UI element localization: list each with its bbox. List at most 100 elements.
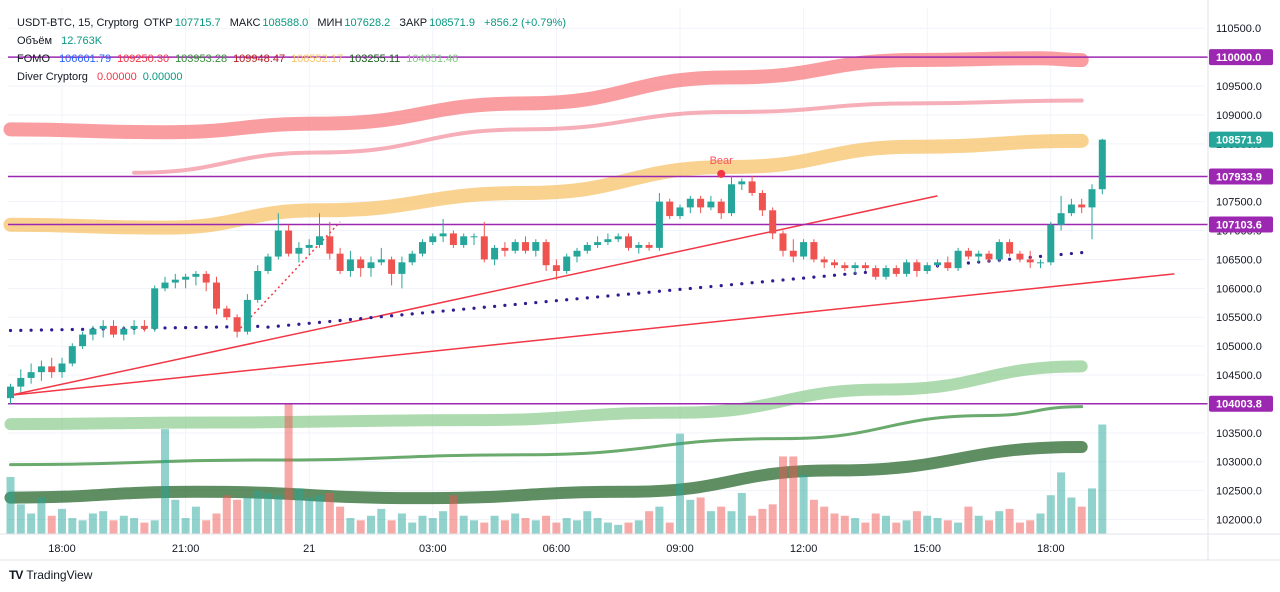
close-value: 108571.9 <box>429 17 475 29</box>
volume-bar <box>428 518 437 534</box>
candle-body <box>1057 213 1065 225</box>
volume-bar <box>902 520 911 534</box>
ema-dot <box>699 285 703 290</box>
candle <box>625 233 632 251</box>
candle <box>223 305 231 321</box>
diver-legend[interactable]: Diver Cryptorg 0.00000 0.00000 <box>17 68 568 86</box>
candle <box>892 265 900 277</box>
candle <box>820 256 828 269</box>
candle <box>831 259 838 269</box>
candle-body <box>934 262 941 266</box>
candle <box>903 259 911 277</box>
candle <box>1098 138 1106 195</box>
ema-dot <box>297 322 301 326</box>
candle <box>964 247 972 260</box>
volume-bar <box>480 522 489 534</box>
volume-bar <box>78 520 87 534</box>
ema-dot <box>688 286 692 291</box>
candle-body <box>872 268 880 277</box>
candle-body <box>140 325 148 329</box>
volume-bar <box>397 513 406 534</box>
ema-dot <box>441 309 445 313</box>
candle-body <box>769 210 777 234</box>
volume-bar <box>717 506 726 534</box>
ema-dot <box>822 274 826 278</box>
volume-bar <box>593 518 602 534</box>
volume-bar <box>202 520 211 534</box>
candle <box>449 230 457 248</box>
candle-body <box>903 262 911 274</box>
fomo-legend[interactable]: FOMO 106601.79 109250.30 103953.28 109948.4… <box>17 50 568 68</box>
candle <box>676 204 684 219</box>
candle-body <box>892 268 900 274</box>
candle <box>934 259 941 269</box>
symbol-label[interactable]: USDT-BTC, 15, Cryptorg <box>17 17 139 29</box>
candle-body <box>1016 253 1024 260</box>
ema-dot <box>534 300 538 305</box>
candle <box>89 325 97 341</box>
candle <box>594 236 602 248</box>
candle-body <box>800 242 808 257</box>
level-tag-label: 104003.8 <box>1216 399 1262 411</box>
tradingview-logo[interactable]: TV TradingView <box>9 568 92 582</box>
volume-bar <box>191 506 200 534</box>
candle <box>346 250 354 277</box>
candle <box>1026 250 1034 269</box>
candle <box>686 195 694 214</box>
candle-body <box>913 262 921 271</box>
candle-body <box>243 299 251 332</box>
volume-bar <box>418 515 427 534</box>
ema-dot <box>276 324 280 328</box>
candle-body <box>697 198 705 208</box>
candle-body <box>419 242 426 254</box>
candle-body <box>604 239 612 243</box>
bear-marker <box>717 169 726 178</box>
volume-bar <box>325 492 334 534</box>
ema-dot <box>637 291 641 295</box>
candle-body <box>944 262 952 269</box>
ema-dot <box>863 270 868 275</box>
candle-body <box>99 325 107 329</box>
diver-value: 0.00000 <box>96 71 137 83</box>
candle-body <box>151 288 159 329</box>
volume-bar <box>511 513 520 534</box>
candle <box>264 253 272 274</box>
candle <box>995 239 1003 263</box>
candle-body <box>841 265 849 269</box>
candle-body <box>192 273 200 277</box>
ohlc-legend: USDT-BTC, 15, Cryptorg ОТКР 107715.7 МАКС… <box>17 14 568 32</box>
price-tick-label: 109000.0 <box>1216 110 1262 122</box>
candle-body <box>676 207 684 217</box>
candle-body <box>542 242 550 266</box>
ema-dot <box>843 272 847 276</box>
price-tick-label: 106500.0 <box>1216 254 1262 266</box>
candle-body <box>882 268 890 277</box>
ema-dot <box>544 300 548 304</box>
candle-body <box>614 236 622 240</box>
candle <box>68 343 76 367</box>
fomo-value: 104651.46 <box>406 53 459 65</box>
candle <box>480 221 488 263</box>
change-value: +856.2 (+0.79%) <box>484 17 566 29</box>
candle-body <box>429 236 437 243</box>
candle-body <box>326 236 334 254</box>
volume-bar <box>727 511 736 534</box>
candle <box>697 195 705 214</box>
ema-dot <box>750 281 754 285</box>
volume-bar <box>6 476 15 534</box>
candle <box>367 256 375 277</box>
volume-label: Объём <box>17 35 53 47</box>
fomo-value: 103255.11 <box>349 53 401 65</box>
volume-legend[interactable]: Объём 12.763K <box>17 32 568 50</box>
volume-bar <box>665 522 674 534</box>
volume-bar <box>840 515 849 534</box>
volume-bar <box>943 520 952 534</box>
candle <box>1047 221 1055 266</box>
volume-bar <box>150 520 159 534</box>
level-tag <box>1209 395 1273 412</box>
fomo-label: FOMO <box>17 53 50 65</box>
candle-body <box>470 236 478 238</box>
candle <box>717 198 725 219</box>
candle <box>27 363 35 384</box>
